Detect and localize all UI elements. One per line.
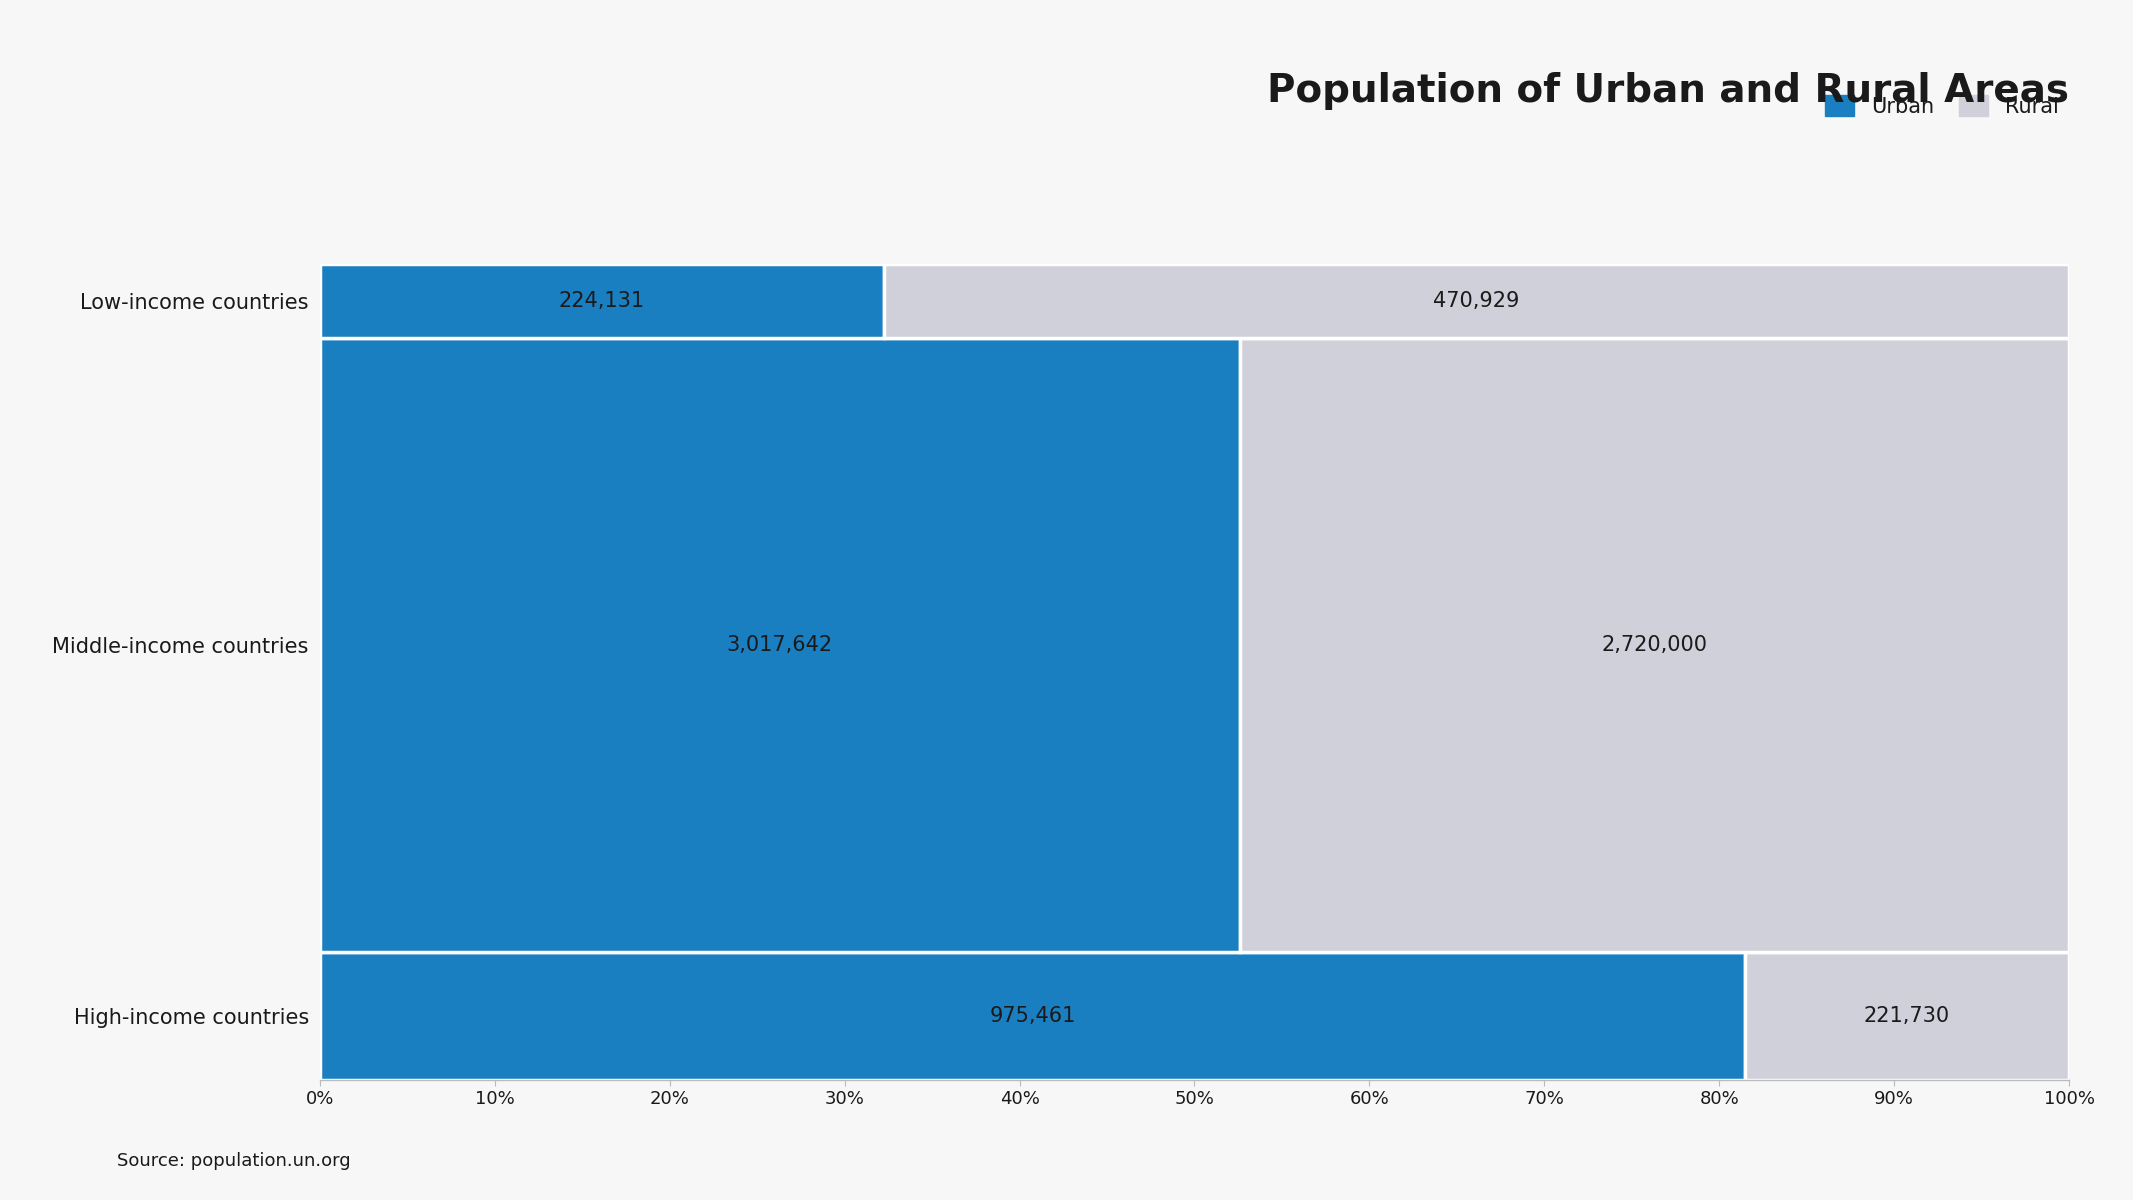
Bar — [1239, 338, 2069, 952]
Legend: Urban, Rural: Urban, Rural — [1826, 95, 2058, 116]
Bar — [320, 952, 1745, 1080]
Text: 3,017,642: 3,017,642 — [727, 635, 834, 655]
Text: Population of Urban and Rural Areas: Population of Urban and Rural Areas — [1267, 72, 2069, 110]
Text: 975,461: 975,461 — [990, 1006, 1075, 1026]
Text: 224,131: 224,131 — [559, 292, 644, 311]
Bar — [320, 338, 1239, 952]
Bar — [320, 264, 883, 338]
Bar — [883, 264, 2069, 338]
Text: Source: population.un.org: Source: population.un.org — [117, 1152, 352, 1170]
Text: 221,730: 221,730 — [1864, 1006, 1950, 1026]
Text: 470,929: 470,929 — [1433, 292, 1519, 311]
Bar — [1745, 952, 2069, 1080]
Text: 2,720,000: 2,720,000 — [1602, 635, 1706, 655]
